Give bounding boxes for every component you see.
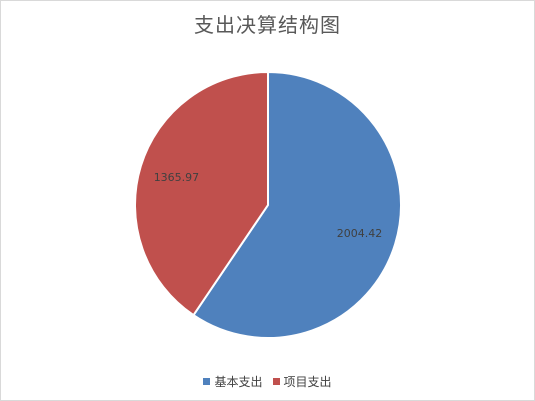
legend-item-basic: 基本支出	[203, 373, 263, 390]
legend-item-project: 项目支出	[272, 373, 332, 390]
legend-label-project: 项目支出	[283, 375, 332, 389]
slice-project	[134, 70, 269, 317]
chart-title: 支出决算结构图	[194, 13, 341, 37]
data-label-basic: 2004.42	[337, 227, 383, 240]
legend: 基本支出 项目支出	[1, 373, 534, 390]
legend-swatch-basic	[203, 378, 211, 385]
legend-swatch-project	[272, 378, 280, 385]
data-label-project: 1365.97	[154, 171, 200, 184]
legend-label-basic: 基本支出	[214, 375, 263, 389]
slice-basic	[192, 70, 402, 339]
